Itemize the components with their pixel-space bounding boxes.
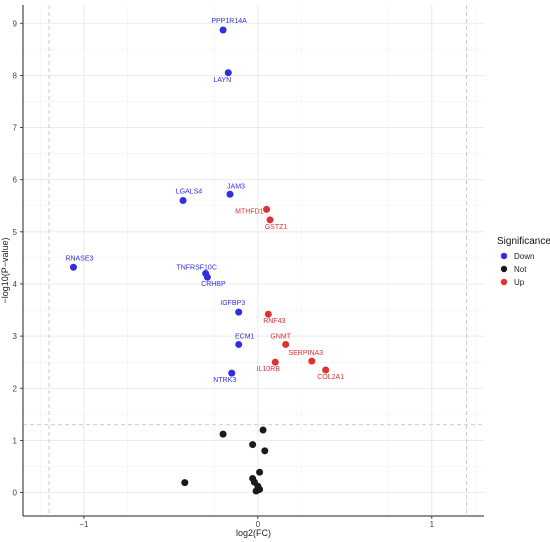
gridlines (23, 5, 484, 516)
data-points (69, 26, 330, 495)
legend-label: Up (514, 278, 525, 287)
y-tick-label: 0 (13, 489, 18, 498)
point-up (282, 340, 290, 348)
point-down (179, 197, 187, 205)
threshold-lines (23, 5, 484, 516)
legend-swatch-down (500, 252, 508, 260)
legend-label: Down (514, 252, 534, 261)
point-label: TNFRSF10C (176, 265, 216, 272)
y-tick-label: 9 (13, 19, 18, 28)
legend-swatch-up (500, 278, 508, 286)
point-label: PPP1R14A (211, 18, 247, 25)
point-down (224, 69, 232, 77)
y-tick-label: 4 (13, 280, 18, 289)
y-tick-label: 1 (13, 436, 18, 445)
point-label: LGALS4 (176, 189, 203, 196)
point-label: MTHFD1 (235, 208, 263, 215)
point-down (69, 263, 77, 271)
point-label: GNMT (270, 333, 291, 340)
point-label: JAM3 (227, 183, 245, 190)
legend-title: Significance (497, 236, 550, 247)
y-tick-label: 5 (13, 228, 18, 237)
point-not (249, 441, 257, 449)
point-label: IGFBP3 (220, 300, 245, 307)
x-axis-title: log2(FC) (236, 528, 271, 538)
x-tick-label: −1 (79, 520, 89, 529)
y-axis-title: −log10(P−value) (0, 237, 10, 303)
point-label: ECM1 (235, 333, 255, 340)
point-label: RNASE3 (65, 255, 93, 262)
point-label: SERPINA3 (288, 350, 323, 357)
point-down (235, 308, 243, 316)
point-up (266, 216, 274, 224)
x-tick-label: 0 (256, 520, 261, 529)
point-down (235, 340, 243, 348)
point-up (322, 366, 330, 374)
x-tick-label: 1 (430, 520, 435, 529)
axes: −1 0 1 0 1 2 3 4 5 6 7 8 9 (13, 5, 484, 529)
point-label: RNF43 (263, 318, 285, 325)
point-not (181, 479, 189, 487)
point-up (308, 357, 316, 365)
point-label: LAYN (213, 77, 231, 84)
point-labels: PPP1R14A LAYN JAM3 LGALS4 RNASE3 TNFRSF10C CRH… (65, 18, 344, 384)
point-label: GSTZ1 (265, 224, 288, 231)
y-tick-label: 7 (13, 124, 18, 133)
point-down (226, 190, 234, 198)
point-label: IL10RB (257, 366, 281, 373)
y-tick-label: 3 (13, 332, 18, 341)
point-up (271, 358, 279, 366)
point-label: NTRK3 (213, 377, 236, 384)
point-up (264, 310, 272, 318)
point-down (203, 273, 211, 281)
point-not (256, 485, 264, 493)
point-label: COL2A1 (317, 374, 344, 381)
point-not (259, 426, 267, 434)
point-down (219, 26, 227, 34)
legend-label: Not (514, 265, 527, 274)
legend-swatch-not (500, 265, 508, 273)
point-up (263, 205, 271, 213)
point-down (228, 369, 236, 377)
y-tick-label: 6 (13, 176, 18, 185)
point-not (261, 447, 269, 455)
point-label: CRHBP (201, 281, 226, 288)
point-not (219, 430, 227, 438)
point-not (256, 468, 264, 476)
y-tick-label: 8 (13, 71, 18, 80)
legend: Significance Down Not Up (497, 236, 550, 287)
y-tick-label: 2 (13, 384, 18, 393)
